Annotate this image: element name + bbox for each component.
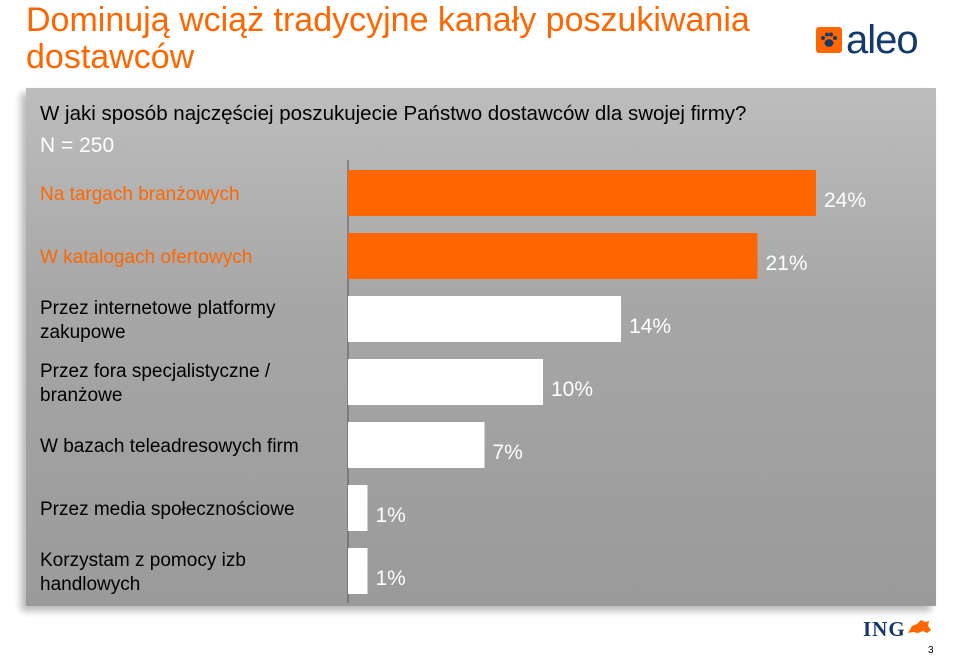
ing-logo: ING [863, 617, 932, 642]
page-title: Dominują wciąż tradycyjne kanały poszuki… [26, 1, 750, 76]
survey-question: W jaki sposób najczęściej poszukujecie P… [40, 102, 747, 125]
category-label: Przez fora specjalistyczne / branżowe [40, 361, 271, 406]
category-label: W bazach teleadresowych firm [40, 436, 299, 457]
category-label: Na targach branżowych [40, 184, 240, 205]
page-number: 3 [928, 645, 934, 656]
value-label: 21% [766, 252, 808, 275]
chart-panel: W jaki sposób najczęściej poszukujecie P… [26, 88, 936, 606]
bar [348, 359, 543, 405]
aleo-logo: aleo [816, 18, 919, 62]
bar [348, 233, 758, 279]
category-label: Przez media społecznościowe [40, 499, 295, 520]
value-label: 24% [824, 189, 866, 212]
bar [348, 296, 621, 342]
ing-logo-text: ING [863, 617, 906, 641]
category-label: W katalogach ofertowych [40, 247, 252, 268]
value-label: 10% [551, 378, 593, 401]
paw-icon [816, 27, 842, 53]
lion-icon [906, 617, 932, 642]
bar-chart: Na targach branżowych 24% W katalogach ofe… [40, 160, 866, 603]
sample-size: N = 250 [40, 134, 115, 157]
aleo-logo-text: aleo [846, 18, 919, 62]
bar [348, 548, 368, 594]
category-label: Korzystam z pomocy izb handlowych [40, 550, 246, 595]
value-label: 7% [493, 441, 523, 464]
bar [348, 485, 368, 531]
value-label: 1% [376, 504, 406, 527]
bar [348, 170, 816, 216]
value-label: 1% [376, 567, 406, 590]
value-label: 14% [629, 315, 671, 338]
category-label: Przez internetowe platformy zakupowe [40, 298, 276, 343]
bar [348, 422, 485, 468]
